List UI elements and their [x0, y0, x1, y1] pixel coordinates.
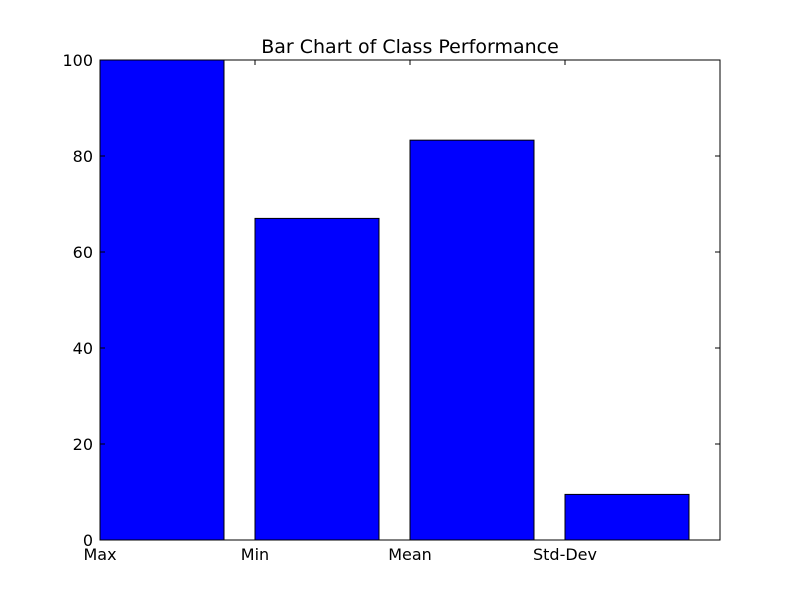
- y-tick-label: 60: [73, 243, 93, 262]
- y-tick-label: 80: [73, 147, 93, 166]
- tick-labels-layer: Max Min Mean Std-Dev 0 20 40 60 80 100: [62, 51, 597, 564]
- x-tick-label: Max: [83, 545, 116, 564]
- bars-layer: [99, 59, 690, 541]
- y-tick-label: 40: [73, 339, 93, 358]
- y-tick-label: 20: [73, 435, 93, 454]
- y-tick-label: 100: [62, 51, 93, 70]
- y-tick-label: 0: [83, 531, 93, 550]
- bar-std-dev: [564, 493, 690, 541]
- x-tick-label: Min: [241, 545, 269, 564]
- bar-max: [99, 59, 225, 541]
- x-tick-label: Mean: [388, 545, 432, 564]
- chart-title: Bar Chart of Class Performance: [261, 36, 559, 58]
- plot-area-frame: [99, 59, 721, 541]
- bar-mean: [409, 139, 535, 541]
- x-tick-label: Std-Dev: [533, 545, 597, 564]
- bar-min: [254, 217, 380, 541]
